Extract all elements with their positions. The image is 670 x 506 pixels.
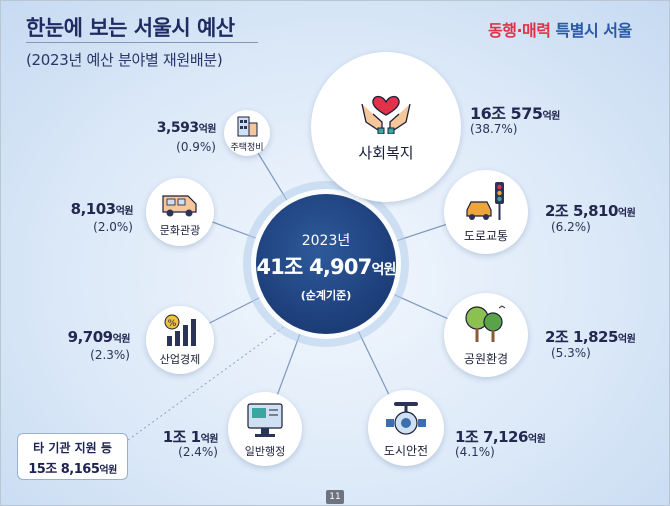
sector-value-housing: 3,593억원: [156, 120, 217, 136]
sector-share-urban-safety: (4.1%): [455, 445, 495, 459]
sector-value-urban-safety: 1조 7,126억원: [455, 426, 546, 447]
sector-value-number: 16조 575: [470, 104, 543, 123]
sector-value-general-admin: 1조 1억원: [162, 426, 219, 447]
sector-value-number: 8,103: [70, 200, 116, 218]
sector-value-park-environment: 2조 1,825억원: [545, 326, 636, 347]
sector-share-road-traffic: (6.2%): [551, 220, 591, 234]
hub-amount-number: 41조 4,907: [256, 255, 372, 279]
support-amount: 15조 8,165억원: [18, 458, 127, 477]
sector-value-unit: 억원: [198, 124, 217, 135]
heart-hands-icon: [361, 95, 411, 134]
sector-label: 공원환경: [463, 352, 509, 366]
sector-share-industry-economy: (2.3%): [90, 348, 130, 362]
sector-bubble-road-traffic: 도로교통: [444, 170, 528, 254]
sector-bubble-housing: 주택정비: [224, 110, 270, 156]
sector-value-road-traffic: 2조 5,810억원: [545, 200, 636, 221]
sector-value-unit: 억원: [617, 334, 636, 345]
sector-label: 도시안전: [383, 444, 429, 458]
sector-label: 문화관광: [159, 224, 201, 237]
sector-value-number: 1조 7,126: [455, 428, 528, 446]
sector-bubble-social-welfare: 사회복지: [311, 52, 461, 202]
sector-label: 산업경제: [159, 353, 201, 366]
monitor-icon: [247, 403, 283, 437]
sector-bubble-general-admin: 일반행정: [228, 392, 302, 466]
sector-value-industry-economy: 9,709억원: [67, 328, 131, 346]
sector-value-number: 1조 1: [162, 428, 201, 446]
sector-value-culture-tourism: 8,103억원: [70, 200, 134, 218]
sector-value-unit: 억원: [112, 334, 131, 345]
sector-bubble-culture-tourism: 문화관광: [146, 178, 214, 246]
sector-share-general-admin: (2.4%): [178, 445, 218, 459]
sector-label: 사회복지: [358, 144, 414, 162]
support-amount-number: 15조 8,165: [28, 462, 100, 477]
page-subtitle: (2023년 예산 분야별 재원배분): [26, 51, 223, 69]
sector-value-unit: 억원: [115, 206, 134, 217]
hub-year: 2023년: [301, 233, 351, 249]
car-traffic-light-icon: [466, 182, 504, 220]
sector-value-number: 2조 1,825: [545, 328, 618, 346]
sector-bubble-industry-economy: % 산업경제: [146, 306, 214, 374]
sector-value-social-welfare: 16조 575억원: [470, 100, 560, 124]
sector-value-unit: 억원: [200, 434, 219, 445]
sector-value-number: 9,709: [67, 328, 113, 346]
total-budget-hub: 2023년 41조 4,907억원 (순계기준): [256, 194, 396, 334]
seoul-brand-logo: 동행·매력 특별시 서울: [488, 17, 632, 41]
sector-value-unit: 억원: [527, 434, 546, 445]
hub-total-amount: 41조 4,907억원: [256, 251, 396, 281]
support-amount-unit: 억원: [99, 465, 117, 476]
brand-part2: 특별시 서울: [555, 21, 633, 40]
camper-van-icon: [162, 195, 197, 217]
brand-part1: 동행·매력: [488, 21, 551, 40]
sector-share-culture-tourism: (2.0%): [93, 220, 133, 234]
svg-text:%: %: [168, 319, 177, 329]
sector-value-unit: 억원: [617, 208, 636, 219]
sector-label: 일반행정: [244, 445, 286, 458]
sector-value-unit: 억원: [542, 111, 560, 122]
sector-bubble-park-environment: 공원환경: [444, 293, 528, 377]
sector-value-number: 3,593: [156, 120, 199, 136]
sector-share-park-environment: (5.3%): [551, 346, 591, 360]
sector-label: 주택정비: [230, 143, 264, 153]
sector-share-social-welfare: (38.7%): [470, 122, 518, 136]
valve-pipe-icon: [386, 402, 426, 435]
bar-chart-percent-icon: %: [164, 314, 196, 346]
support-label: 타 기관 지원 등: [33, 441, 112, 455]
page-number: 11: [326, 490, 344, 504]
page-title: 한눈에 보는 서울시 예산: [26, 16, 235, 40]
sector-label: 도로교통: [463, 229, 509, 243]
hub-amount-unit: 억원: [371, 262, 396, 278]
hub-note: (순계기준): [300, 289, 352, 302]
title-divider: [26, 42, 258, 43]
apartment-building-icon: [237, 116, 258, 137]
sector-share-housing: (0.9%): [176, 140, 216, 154]
sector-value-number: 2조 5,810: [545, 202, 618, 220]
other-agency-support-box: 타 기관 지원 등 15조 8,165억원: [17, 433, 128, 480]
sector-bubble-urban-safety: 도시안전: [368, 390, 444, 466]
trees-icon: [465, 305, 506, 342]
